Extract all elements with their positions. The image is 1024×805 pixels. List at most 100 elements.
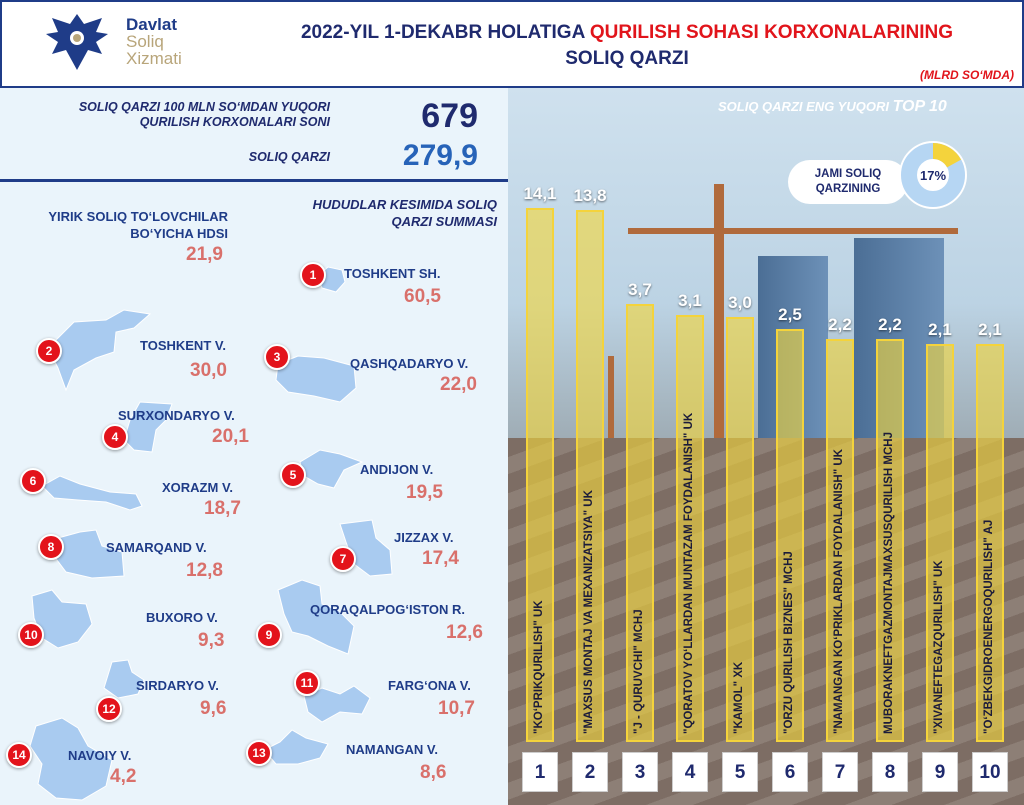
top10-bar-value: 2,1 [928,319,952,339]
surxondaryo-map-icon [123,401,173,453]
logo-line-3: Xizmati [126,49,182,68]
top10-bar [876,338,904,742]
region-name: JIZZAX V. [394,530,454,545]
crane-decoration [628,228,958,234]
top10-company-name: "J - QURUVCHI" MCHJ [633,609,645,734]
region-value: 12,8 [186,560,223,581]
samarqand-map-icon [53,529,125,579]
top10-rank: 3 [622,752,658,792]
header: Davlat Soliq Xizmati 2022-YIL 1-DEKABR H… [0,0,1024,88]
crane-decoration [714,184,724,474]
region-value: 8,6 [420,762,447,783]
region-badge: 2 [36,338,62,364]
logo-line-1: Davlat [126,15,178,34]
region-value: 12,6 [446,622,483,643]
top10-rank: 7 [822,752,858,792]
share-donut-arc [901,143,965,207]
region-badge: 1 [300,262,326,288]
top10-bar [626,304,654,742]
region-value: 19,5 [406,482,443,503]
region-badge: 14 [6,742,32,768]
top10-bar [976,343,1004,742]
title-part-2: QURILISH SOHASI KORXONALARINING [589,22,954,43]
top10-bar-value: 3,0 [728,292,752,312]
top10-rank: 9 [922,752,958,792]
region-name: XORAZM V. [162,480,234,495]
region-value: 10,7 [438,698,475,719]
title-part-1: 2022-YIL 1-DEKABR HOLATIGA [300,22,590,43]
top10-bar [726,316,754,742]
top10-company-name: "ORZU QURILISH BIZNES" MCHJ [783,551,795,734]
title-line-2: SOLIQ QARZI [565,48,689,69]
top10-title: SOLIQ QARZI ENG YUQORI TOP 10 [718,98,947,116]
fargona-map-icon [303,685,371,723]
count-label-line-2: QURILISH KORXONALARI SONI [139,115,330,129]
top10-bar-value: 2,1 [978,319,1002,339]
region-name: TOSHKENT SH. [344,266,441,281]
toshkent-v-map-icon [47,309,152,392]
qashqadaryo-map-icon [275,355,357,403]
region-badge: 12 [96,696,122,722]
top10-rank: 6 [772,752,808,792]
namangan-map-icon [263,729,329,765]
region-value: 9,6 [200,698,227,719]
top10-bar [676,314,704,742]
region-name: BUXORO V. [146,610,218,625]
share-label-line-1: JAMI SOLIQ [814,168,882,180]
region-name: ANDIJON V. [360,462,434,477]
top10-company-name: "MAXSUS MONTAJ VA MEXANIZATSIYA" UK [583,490,595,734]
count-label: SOLIQ QARZI 100 MLN SO‘MDAN YUQORI QURIL… [79,100,330,130]
eagle-emblem-icon [46,14,108,70]
region-value: 9,3 [198,630,225,651]
navoiy-map-icon [29,717,113,801]
count-value: 679 [421,97,478,135]
summary-box: SOLIQ QARZI 100 MLN SO‘MDAN YUQORI QURIL… [0,88,508,182]
hdsi-value: 21,9 [186,244,223,265]
regions-title: HUDUDLAR KESIMIDA SOLIQ QARZI SUMMASI [265,196,497,230]
logo: Davlat Soliq Xizmati [42,10,212,78]
top10-bar-value: 2,2 [828,314,852,334]
region-value: 17,4 [422,548,459,569]
unit-label: (MLRD SO‘MDA) [920,68,1014,82]
share-label-line-2: QARZINING [815,183,881,195]
region-badge: 5 [280,462,306,488]
top10-bar-value: 3,1 [678,290,702,310]
region-name: SAMARQAND V. [106,540,207,555]
region-value: 30,0 [190,360,227,381]
region-badge: 13 [246,740,272,766]
hdsi-label-line-1: YIRIK SOLIQ TO‘LOVCHILAR [48,209,228,224]
region-badge: 9 [256,622,282,648]
region-name: SIRDARYO V. [136,678,219,693]
share-value: 17% [920,168,946,183]
crane-decoration [608,356,614,476]
top10-company-name: MUBORAKNEFTGAZMONTAJMAXSUSQURILISH MCHJ [883,432,895,734]
logo-line-2: Soliq [126,32,164,51]
region-badge: 4 [102,424,128,450]
region-name: TOSHKENT V. [140,338,226,353]
share-donut-chart: 17% [899,141,967,209]
region-name: FARG‘ONA V. [388,678,471,693]
region-value: 22,0 [440,374,477,395]
region-value: 4,2 [110,766,137,787]
top10-company-name: "QORATOV YO‘LLARDAN MUNTAZAM FOYDALANISH… [683,412,695,734]
qoraqalpogiston-map-icon [277,579,355,655]
top10-rank: 5 [722,752,758,792]
page-title: 2022-YIL 1-DEKABR HOLATIGA QURILISH SOHA… [232,20,1022,72]
region-name: SURXONDARYO V. [118,408,235,423]
top10-title-bold: TOP 10 [892,98,947,115]
andijon-map-icon [299,449,364,489]
top10-bar-value: 13,8 [573,186,607,205]
region-badge: 11 [294,670,320,696]
top10-company-name: "O‘ZBEKGIDROENERGOQURILISH" AJ [983,519,995,734]
top10-company-name: "KAMOL" XK [733,661,745,734]
top10-company-name: "NAMANGAN KO‘PRIKLARDAN FOYDALANISH" UK [833,449,845,734]
region-name: QORAQALPOG‘ISTON R. [310,602,466,617]
count-label-line-1: SOLIQ QARZI 100 MLN SO‘MDAN YUQORI [78,100,330,114]
sirdaryo-map-icon [103,659,145,699]
top10-bar-value: 14,1 [523,184,557,203]
region-badge: 8 [38,534,64,560]
region-badge: 7 [330,546,356,572]
top10-bar [526,208,554,742]
top10-bar-value: 2,2 [878,314,902,334]
top10-company-name: "KO‘PRIKQURILISH" UK [533,600,545,734]
